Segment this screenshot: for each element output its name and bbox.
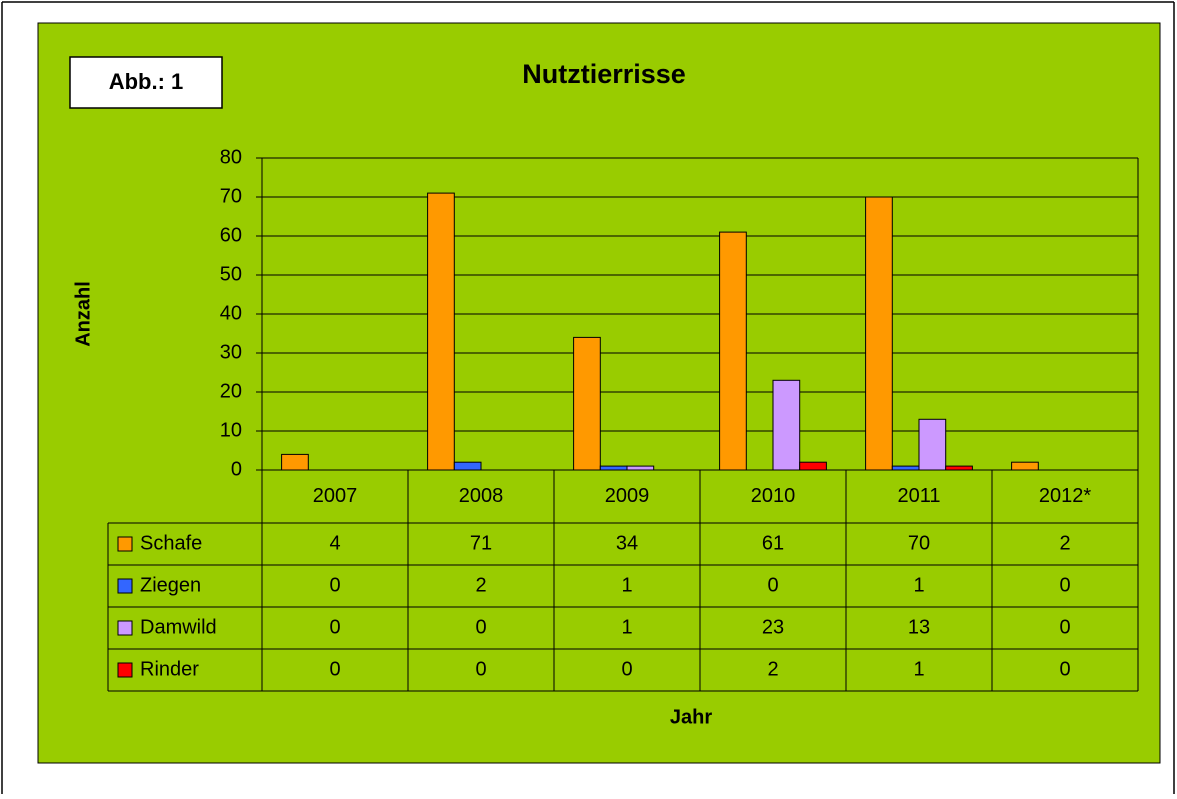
table-value: 0 [1059,574,1070,596]
bar [626,465,655,471]
bar [799,461,827,471]
x-tick-label: 2009 [605,485,650,507]
x-tick-label: 2007 [313,485,358,507]
bar [281,453,309,471]
table-value: 0 [621,658,632,680]
table-value: 34 [616,532,638,554]
x-tick-label: 2010 [751,485,796,507]
y-tick-label: 70 [220,185,242,207]
y-tick-label: 10 [220,419,242,441]
table-value: 0 [1059,658,1070,680]
y-tick-label: 80 [220,146,242,168]
legend-label: Ziegen [140,574,201,596]
table-value: 2 [767,658,778,680]
bar [891,465,920,471]
x-axis-label: Jahr [670,706,712,728]
y-tick-label: 0 [231,458,242,480]
bar [427,192,455,471]
bar [772,379,801,471]
bar [918,418,947,471]
bar [719,231,747,471]
table-value: 2 [475,574,486,596]
table-value: 0 [329,616,340,638]
table-value: 61 [762,532,784,554]
y-axis-label: Anzahl [72,281,94,347]
y-tick-label: 50 [220,263,242,285]
figure-label: Abb.: 1 [109,69,184,94]
bar [1011,461,1039,471]
table-value: 70 [908,532,930,554]
table-value: 1 [913,658,924,680]
table-value: 1 [621,574,632,596]
table-value: 23 [762,616,784,638]
bar [599,465,628,471]
table-value: 4 [329,532,340,554]
figure-label-box [69,56,223,109]
x-tick-label: 2008 [459,485,504,507]
table-value: 13 [908,616,930,638]
legend-key [117,536,133,552]
bar [573,336,601,471]
table-value: 0 [329,574,340,596]
table-value: 0 [475,616,486,638]
y-tick-label: 60 [220,224,242,246]
legend-label: Rinder [140,658,199,680]
table-value: 2 [1059,532,1070,554]
x-tick-label: 2012* [1039,485,1091,507]
bar [945,465,973,471]
y-tick-label: 30 [220,341,242,363]
table-value: 1 [621,616,632,638]
table-value: 0 [767,574,778,596]
table-value: 0 [475,658,486,680]
y-tick-label: 40 [220,302,242,324]
chart-title: Nutztierrisse [522,59,686,89]
legend-key [117,662,133,678]
y-tick-label: 20 [220,380,242,402]
table-value: 1 [913,574,924,596]
table-value: 0 [1059,616,1070,638]
legend-label: Schafe [140,532,202,554]
legend-key [117,578,133,594]
table-value: 71 [470,532,492,554]
legend-key [117,620,133,636]
bar [453,461,482,471]
table-value: 0 [329,658,340,680]
legend-label: Damwild [140,616,217,638]
bar [865,196,893,471]
x-tick-label: 2011 [897,485,940,507]
